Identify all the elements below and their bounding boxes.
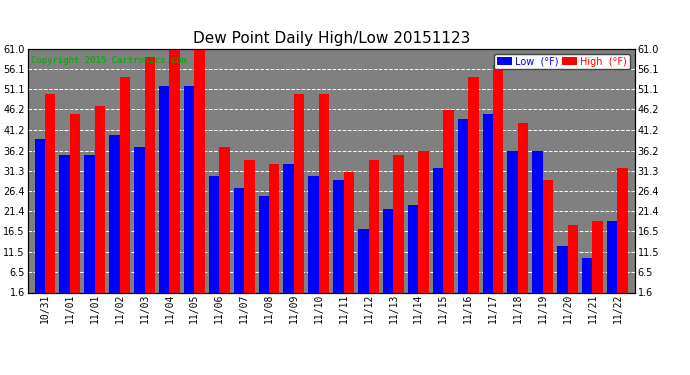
Bar xyxy=(244,159,255,292)
Bar xyxy=(209,176,219,292)
Bar xyxy=(59,156,70,292)
Bar xyxy=(159,86,170,292)
Bar xyxy=(543,180,553,292)
Bar xyxy=(457,118,468,292)
Bar xyxy=(482,114,493,292)
Bar xyxy=(433,168,443,292)
Bar xyxy=(119,78,130,292)
Title: Dew Point Daily High/Low 20151123: Dew Point Daily High/Low 20151123 xyxy=(193,31,470,46)
Bar xyxy=(269,164,279,292)
Bar xyxy=(393,156,404,292)
Bar xyxy=(618,168,628,292)
Bar xyxy=(368,159,379,292)
Bar xyxy=(109,135,119,292)
Bar xyxy=(443,110,453,292)
Bar xyxy=(518,123,529,292)
Bar xyxy=(557,246,568,292)
Bar xyxy=(308,176,319,292)
Bar xyxy=(259,196,269,292)
Bar xyxy=(358,229,368,292)
Bar xyxy=(95,106,106,292)
Bar xyxy=(234,188,244,292)
Bar xyxy=(408,205,418,292)
Bar xyxy=(170,49,180,292)
Bar xyxy=(34,139,45,292)
Bar xyxy=(383,209,393,292)
Bar xyxy=(607,221,618,292)
Bar xyxy=(70,114,80,292)
Legend: Low  (°F), High  (°F): Low (°F), High (°F) xyxy=(494,54,630,69)
Bar xyxy=(333,180,344,292)
Bar xyxy=(319,94,329,292)
Bar xyxy=(294,94,304,292)
Bar xyxy=(344,172,354,292)
Bar xyxy=(145,57,155,292)
Bar xyxy=(134,147,145,292)
Bar xyxy=(507,152,518,292)
Bar xyxy=(195,49,205,292)
Bar xyxy=(593,221,603,292)
Bar xyxy=(418,152,428,292)
Bar xyxy=(532,152,543,292)
Bar xyxy=(219,147,230,292)
Bar xyxy=(284,164,294,292)
Bar xyxy=(45,94,55,292)
Bar xyxy=(468,78,479,292)
Bar xyxy=(582,258,593,292)
Text: Copyright 2015 Cartronics.com: Copyright 2015 Cartronics.com xyxy=(30,56,186,65)
Bar xyxy=(493,65,504,292)
Bar xyxy=(184,86,195,292)
Bar xyxy=(84,156,95,292)
Bar xyxy=(568,225,578,292)
